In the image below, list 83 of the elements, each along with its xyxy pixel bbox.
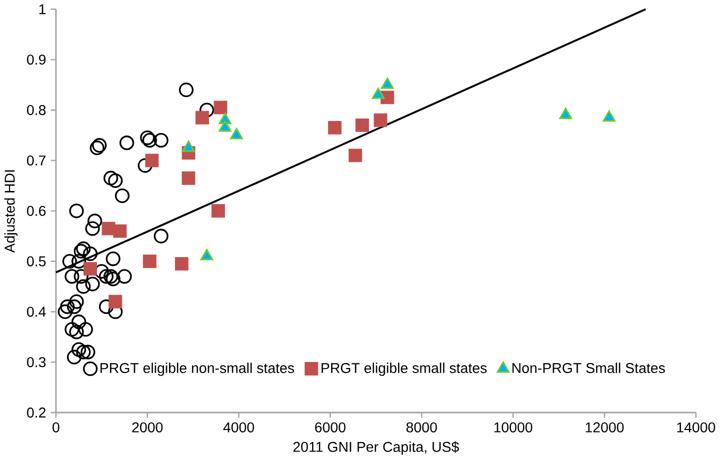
point bbox=[78, 322, 93, 337]
point bbox=[74, 269, 88, 284]
point bbox=[69, 294, 84, 309]
point bbox=[85, 221, 100, 236]
point bbox=[230, 128, 243, 140]
point bbox=[64, 269, 80, 284]
point bbox=[602, 110, 616, 122]
point bbox=[380, 78, 394, 89]
y-tick-label: 0.2 bbox=[26, 408, 46, 418]
point bbox=[76, 241, 91, 256]
point bbox=[62, 254, 77, 269]
point bbox=[214, 100, 228, 114]
point bbox=[138, 158, 152, 173]
x-tick-label: 10000 bbox=[494, 422, 532, 432]
y-tick-label: 0.4 bbox=[26, 306, 46, 317]
point bbox=[72, 254, 86, 269]
point bbox=[72, 342, 86, 357]
y-tick-label: 0.8 bbox=[26, 105, 46, 116]
point bbox=[174, 257, 188, 271]
x-tick-label: 6000 bbox=[315, 422, 346, 432]
y-tick-label: 0.7 bbox=[26, 155, 46, 166]
x-tick-label: 2000 bbox=[132, 422, 163, 432]
point bbox=[76, 279, 91, 294]
x-tick-label: 14000 bbox=[677, 422, 716, 432]
point bbox=[559, 108, 572, 120]
y-tick-label: 0.9 bbox=[26, 54, 46, 65]
point bbox=[200, 249, 214, 260]
x-axis-title: 2011 GNI Per Capita, US$ bbox=[293, 441, 459, 455]
point bbox=[380, 90, 394, 104]
point bbox=[328, 120, 342, 134]
point bbox=[154, 132, 168, 148]
x-tick-label: 4000 bbox=[223, 422, 254, 432]
point bbox=[94, 264, 109, 279]
legend-label: Non-PRGT Small States bbox=[512, 362, 665, 374]
point bbox=[108, 294, 122, 308]
point bbox=[66, 299, 82, 314]
point bbox=[76, 344, 91, 360]
point bbox=[120, 136, 134, 150]
point bbox=[84, 262, 97, 276]
point bbox=[106, 251, 120, 266]
x-tick-label: 8000 bbox=[406, 422, 437, 432]
point bbox=[98, 299, 114, 314]
point bbox=[142, 254, 156, 268]
point bbox=[374, 113, 388, 127]
y-tick-label: 0.5 bbox=[26, 256, 46, 266]
point bbox=[113, 224, 127, 238]
point bbox=[88, 214, 102, 228]
point bbox=[66, 350, 82, 364]
point bbox=[108, 173, 123, 188]
point bbox=[182, 171, 196, 185]
point bbox=[80, 344, 96, 360]
point bbox=[182, 140, 195, 152]
point bbox=[60, 299, 75, 314]
point bbox=[212, 204, 225, 218]
x-tick-label: 12000 bbox=[586, 422, 624, 432]
point bbox=[117, 269, 132, 284]
point bbox=[72, 314, 86, 330]
point bbox=[196, 110, 209, 124]
legend-label: PRGT eligible small states bbox=[322, 362, 487, 376]
y-tick-label: 0.3 bbox=[26, 357, 46, 368]
point bbox=[98, 269, 114, 284]
point bbox=[200, 102, 214, 118]
point bbox=[85, 276, 100, 292]
y-axis-title: Adjusted HDI bbox=[4, 170, 18, 253]
point bbox=[348, 148, 362, 162]
point bbox=[114, 188, 130, 204]
point bbox=[82, 246, 98, 262]
point bbox=[154, 228, 168, 244]
point bbox=[64, 322, 80, 337]
legend-label: PRGT eligible non-small states bbox=[100, 362, 294, 376]
point bbox=[356, 118, 369, 132]
point bbox=[218, 120, 232, 132]
point bbox=[69, 204, 84, 218]
point bbox=[178, 82, 194, 98]
point bbox=[145, 154, 159, 168]
point bbox=[74, 244, 88, 259]
point bbox=[372, 88, 385, 99]
y-tick-label: 0.6 bbox=[26, 206, 46, 216]
point bbox=[58, 304, 72, 320]
point bbox=[104, 170, 118, 186]
point bbox=[69, 324, 84, 340]
y-tick-label: 1 bbox=[39, 4, 46, 14]
x-tick-label: 0 bbox=[52, 422, 60, 432]
